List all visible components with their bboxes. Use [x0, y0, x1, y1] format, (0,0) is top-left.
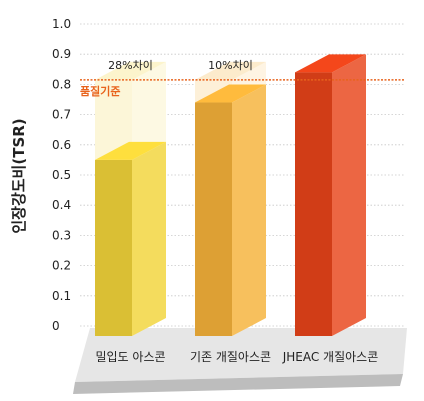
- category-label: JHEAC 개질아스콘: [282, 350, 379, 364]
- y-tick-label: 0: [52, 319, 60, 333]
- y-tick-label: 0.4: [52, 198, 71, 212]
- category-label: 밀입도 아스콘: [95, 350, 165, 364]
- category-labels: 밀입도 아스콘 기존 개질아스콘 JHEAC 개질아스콘: [95, 350, 378, 364]
- y-tick-labels: 1.0 0.9 0.8 0.7 0.6 0.5 0.4 0.3 0.2 0.1 0: [52, 17, 71, 333]
- bar-side: [332, 54, 366, 336]
- category-label: 기존 개질아스콘: [190, 350, 271, 364]
- floor-top: [75, 328, 407, 382]
- y-tick-label: 0.8: [52, 77, 71, 91]
- gap-annotation: 10%차이: [208, 59, 253, 72]
- bars: [95, 54, 366, 337]
- gap-highlight-top: [95, 61, 166, 80]
- bar-top: [95, 141, 166, 160]
- annotations: 28%차이 10%차이: [108, 59, 253, 72]
- y-tick-label: 0.3: [52, 228, 71, 242]
- bar-front: [195, 102, 232, 337]
- y-axis-label: 인장강도비(TSR): [10, 118, 28, 233]
- chart-floor: [73, 328, 407, 394]
- bar: [295, 54, 366, 336]
- bar-side: [232, 84, 266, 337]
- y-tick-label: 1.0: [52, 17, 71, 31]
- gap-annotation: 28%차이: [108, 59, 153, 72]
- bar: [195, 84, 266, 337]
- reference-label: 품질기준: [80, 84, 120, 98]
- bar-top: [295, 54, 366, 73]
- bar-front: [95, 159, 132, 336]
- y-tick-label: 0.2: [52, 259, 71, 273]
- floor-front: [73, 374, 403, 394]
- y-tick-label: 0.6: [52, 138, 71, 152]
- y-tick-label: 0.9: [52, 47, 71, 61]
- gap-highlight-top: [195, 61, 266, 80]
- bar-side: [132, 141, 166, 336]
- bar-top: [195, 84, 266, 103]
- y-tick-label: 0.7: [52, 108, 71, 122]
- bar-front: [295, 72, 332, 336]
- gap-highlight-side: [132, 61, 166, 160]
- bar: [95, 141, 166, 336]
- y-tick-label: 0.5: [52, 168, 71, 182]
- quality-standard-line: 품질기준: [80, 79, 404, 98]
- y-tick-label: 0.1: [52, 289, 71, 303]
